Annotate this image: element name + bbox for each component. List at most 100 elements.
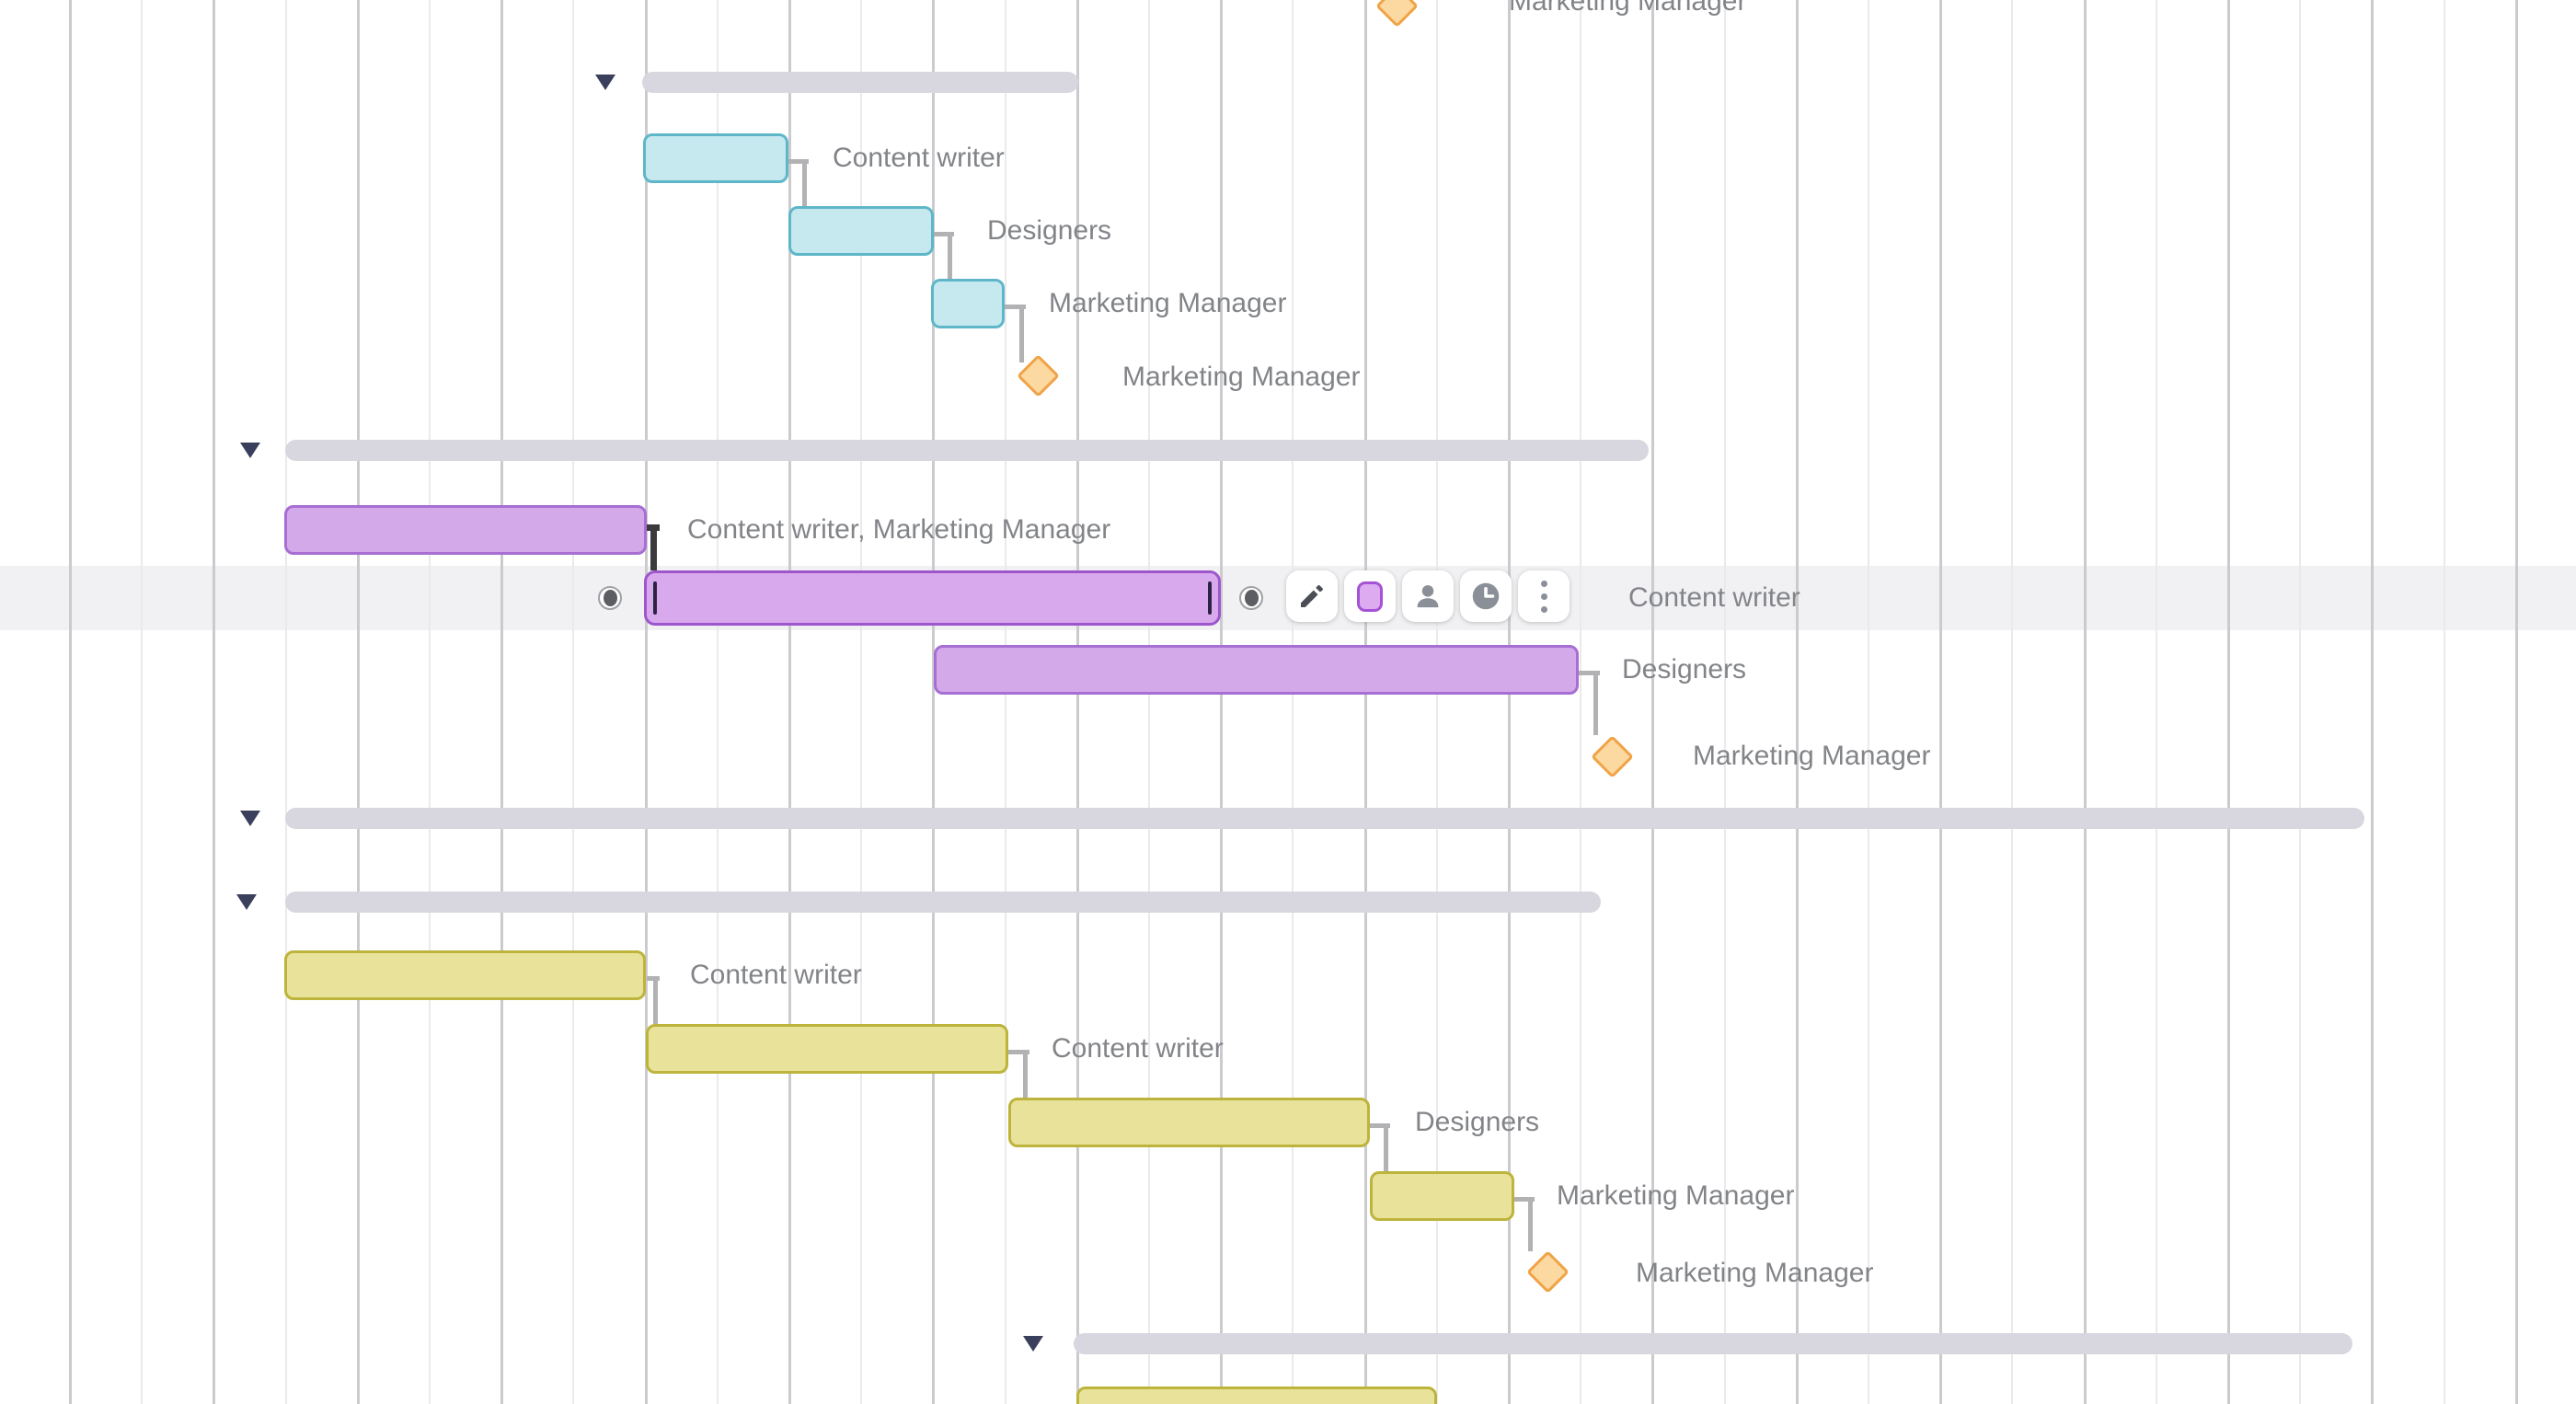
resize-handle-start[interactable] — [653, 581, 657, 615]
summary-task-bar[interactable] — [285, 808, 2364, 829]
collapse-arrow-icon[interactable] — [240, 443, 260, 458]
grid-line — [1364, 0, 1367, 1404]
dependency-connector — [1023, 1050, 1028, 1098]
grid-line — [1868, 0, 1869, 1404]
grid-line — [69, 0, 72, 1404]
task-bar[interactable] — [1076, 1387, 1437, 1404]
task-bar[interactable] — [644, 570, 1221, 626]
dependency-connector — [802, 159, 807, 206]
dependency-connector — [1384, 1123, 1388, 1171]
grid-line — [1508, 0, 1511, 1404]
estimation-time-button[interactable] — [1460, 570, 1512, 622]
task-label: Content writer — [833, 142, 1005, 173]
task-label: Designers — [1415, 1106, 1540, 1137]
task-bar[interactable] — [643, 133, 788, 183]
dependency-connector — [653, 976, 658, 1024]
milestone-label: Marketing Manager — [1509, 0, 1747, 17]
grid-line — [1292, 0, 1294, 1404]
link-point-dot — [1244, 590, 1259, 606]
grid-line — [213, 0, 215, 1404]
grid-line — [717, 0, 719, 1404]
summary-task-bar[interactable] — [285, 440, 1649, 461]
task-label: Designers — [987, 214, 1112, 246]
grid-line — [1796, 0, 1799, 1404]
collapse-arrow-icon[interactable] — [236, 894, 257, 910]
task-bar[interactable] — [284, 505, 647, 555]
grid-line — [1724, 0, 1726, 1404]
task-bar[interactable] — [1008, 1098, 1370, 1147]
dependency-connector — [1514, 1197, 1535, 1202]
collapse-arrow-icon[interactable] — [1023, 1336, 1043, 1352]
grid-line — [1220, 0, 1223, 1404]
grid-line — [2515, 0, 2518, 1404]
dependency-connector — [948, 232, 952, 279]
dependency-connector — [788, 159, 809, 164]
grid-line — [1939, 0, 1942, 1404]
task-label: Content writer — [690, 959, 862, 990]
task-bar[interactable] — [284, 950, 646, 1000]
dependency-connector — [650, 524, 657, 570]
task-bar[interactable] — [934, 645, 1579, 695]
task-label: Content writer, Marketing Manager — [687, 513, 1111, 545]
task-bar[interactable] — [788, 206, 934, 256]
kebab-menu-icon — [1540, 580, 1547, 613]
grid-line — [1651, 0, 1654, 1404]
task-bar[interactable] — [646, 1024, 1008, 1074]
grid-line — [788, 0, 791, 1404]
assignee-button[interactable] — [1402, 570, 1454, 622]
grid-line — [1005, 0, 1006, 1404]
grid-line — [429, 0, 431, 1404]
milestone-label: Marketing Manager — [1122, 361, 1361, 392]
task-label: Content writer — [1628, 581, 1800, 613]
person-icon — [1412, 581, 1443, 612]
dependency-connector — [1579, 671, 1600, 675]
grid-line — [2156, 0, 2157, 1404]
milestone-diamond[interactable] — [1590, 734, 1634, 778]
dependency-connector — [1008, 1050, 1029, 1054]
grid-line — [2084, 0, 2087, 1404]
clock-icon — [1469, 580, 1502, 613]
milestone-label: Marketing Manager — [1636, 1257, 1874, 1288]
task-bar[interactable] — [1370, 1171, 1514, 1221]
more-options-button[interactable] — [1518, 570, 1570, 622]
task-label: Content writer — [1052, 1032, 1224, 1064]
milestone-label: Marketing Manager — [1693, 740, 1931, 771]
summary-task-bar[interactable] — [1074, 1333, 2352, 1354]
dependency-connector — [1528, 1197, 1533, 1251]
pencil-icon — [1297, 581, 1327, 611]
task-bar[interactable] — [931, 279, 1005, 328]
grid-line — [285, 0, 287, 1404]
grid-line — [500, 0, 503, 1404]
collapse-arrow-icon[interactable] — [595, 75, 615, 90]
task-label: Marketing Manager — [1049, 287, 1287, 318]
grid-line — [1076, 0, 1079, 1404]
resize-handle-end[interactable] — [1208, 581, 1212, 615]
dependency-connector — [1019, 305, 1024, 363]
grid-line — [2299, 0, 2301, 1404]
dependency-connector — [1370, 1123, 1390, 1128]
grid-line — [1436, 0, 1438, 1404]
grid-line — [572, 0, 574, 1404]
grid-line — [932, 0, 935, 1404]
collapse-arrow-icon[interactable] — [240, 811, 260, 826]
grid-line — [2371, 0, 2374, 1404]
color-task-button[interactable] — [1344, 570, 1396, 622]
grid-line — [2444, 0, 2445, 1404]
dependency-connector — [934, 232, 954, 236]
grid-line — [860, 0, 862, 1404]
milestone-diamond[interactable] — [1525, 1249, 1570, 1294]
task-action-toolbar — [1286, 570, 1570, 622]
link-point-right[interactable] — [1239, 586, 1263, 610]
summary-task-bar[interactable] — [285, 892, 1601, 913]
grid-line — [2011, 0, 2013, 1404]
grid-line — [141, 0, 143, 1404]
milestone-diamond[interactable] — [1374, 0, 1419, 28]
dependency-connector — [1593, 671, 1598, 735]
grid-line — [1580, 0, 1581, 1404]
edit-task-button[interactable] — [1286, 570, 1338, 622]
link-point-left[interactable] — [598, 586, 622, 610]
grid-line — [357, 0, 360, 1404]
color-swatch-icon — [1357, 581, 1383, 612]
summary-task-bar[interactable] — [642, 72, 1078, 93]
